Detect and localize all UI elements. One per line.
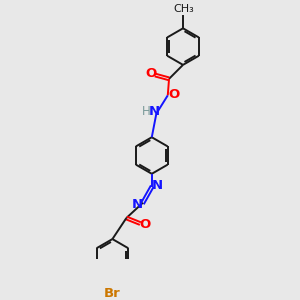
- Text: N: N: [152, 179, 163, 192]
- Text: H: H: [142, 105, 151, 118]
- Text: O: O: [139, 218, 151, 231]
- Text: N: N: [132, 198, 143, 211]
- Text: Br: Br: [104, 287, 121, 300]
- Text: O: O: [169, 88, 180, 101]
- Text: O: O: [145, 67, 156, 80]
- Text: CH₃: CH₃: [173, 4, 194, 14]
- Text: N: N: [149, 105, 160, 118]
